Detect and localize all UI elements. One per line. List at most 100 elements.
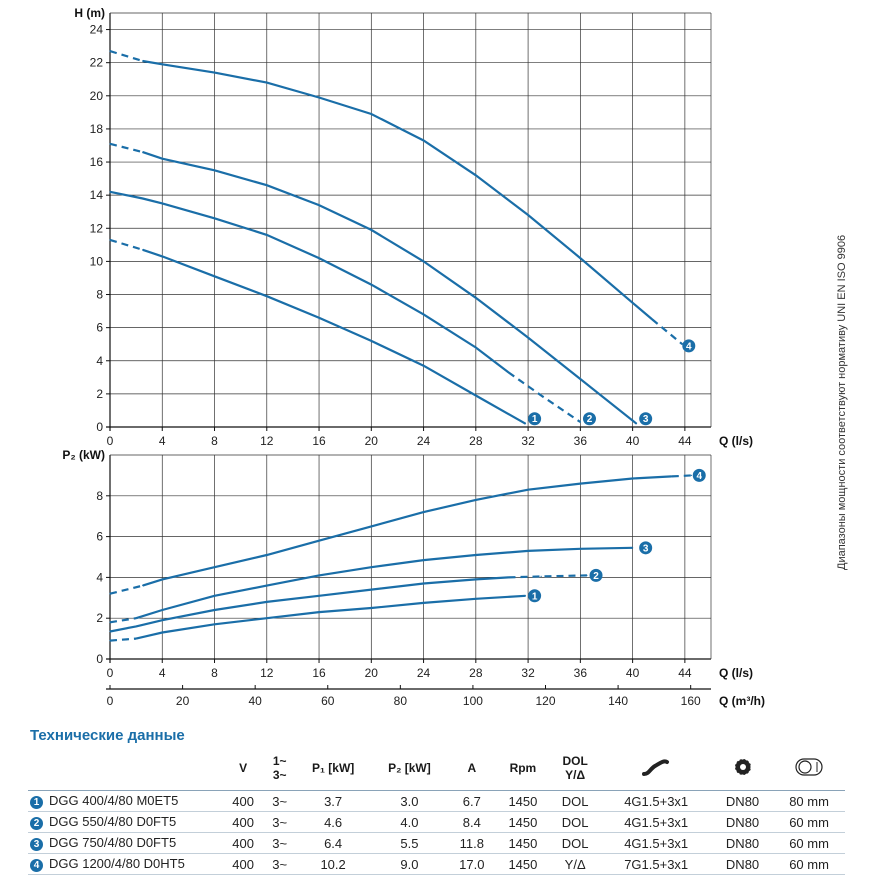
series-3 <box>109 142 638 425</box>
passage-icon <box>795 757 823 776</box>
data-point <box>475 174 477 176</box>
data-point <box>632 547 634 549</box>
passage-header <box>773 746 845 791</box>
x-axis-title: Q (l/s) <box>719 434 753 448</box>
y-tick-label: 8 <box>96 489 103 503</box>
curve-badge-label: 3 <box>643 543 649 554</box>
y-tick-label: 0 <box>96 420 103 434</box>
data-point <box>632 477 634 480</box>
rpm-cell: 1450 <box>495 790 550 812</box>
y-tick-label: 2 <box>96 387 103 401</box>
series-2 <box>109 574 588 633</box>
x-tick-label: 24 <box>417 666 431 680</box>
start-cell: Y/Δ <box>549 853 601 875</box>
p2-header: P₂ [kW] <box>371 746 448 791</box>
curve-badge-label: 4 <box>686 341 692 352</box>
x-tick-label: 20 <box>365 434 379 448</box>
passage-cell: 80 mm <box>773 790 845 812</box>
curve-badge <box>528 412 542 426</box>
series-line-dashed <box>671 474 692 478</box>
data-point <box>579 548 581 550</box>
phase-header-top: 1~ <box>272 754 287 768</box>
series-line-dashed <box>109 617 137 624</box>
dol-header-top: DOL <box>562 754 588 768</box>
curve-badge-label: 4 <box>696 471 702 482</box>
y-tick-label: 16 <box>90 155 104 169</box>
cable-cell: 4G1.5+3x1 <box>600 811 712 833</box>
data-point <box>527 550 529 552</box>
data-point <box>161 631 163 634</box>
cable-header <box>600 746 712 791</box>
data-point <box>475 297 477 299</box>
series-line <box>142 59 653 321</box>
data-point <box>540 575 542 577</box>
model-cell: 1 DGG 400/4/80 M0ET5 <box>28 790 222 812</box>
x-tick-label: 4 <box>159 666 166 680</box>
current-cell: 17.0 <box>447 853 496 875</box>
spec-row-1: 1 DGG 400/4/80 M0ET5 400 3~ 3.7 3.0 6.7 1… <box>28 790 845 812</box>
x-tick-label: 44 <box>678 666 692 680</box>
y-tick-label: 2 <box>96 611 103 625</box>
data-point <box>318 595 320 597</box>
curve-badge <box>639 412 653 426</box>
data-point <box>109 239 111 241</box>
data-point <box>161 619 163 621</box>
series-line-dashed <box>109 142 143 154</box>
y-tick-label: 14 <box>90 188 104 202</box>
data-point <box>318 96 320 99</box>
x2-tick-label: 80 <box>394 694 408 708</box>
flange-cell: DN80 <box>711 853 774 875</box>
start-cell: DOL <box>549 790 601 812</box>
data-point <box>422 602 425 604</box>
voltage-cell: 400 <box>222 853 265 875</box>
y-axis-title: H (m) <box>74 6 105 20</box>
data-point <box>135 617 137 619</box>
phase-cell: 3~ <box>264 790 296 812</box>
data-point <box>213 623 216 625</box>
curve-badge-label: 1 <box>532 414 538 425</box>
rpm-cell: 1450 <box>495 853 550 875</box>
p2-cell: 9.0 <box>371 853 448 875</box>
curve-badge <box>682 339 696 353</box>
data-point <box>318 204 320 206</box>
model-name: DGG 400/4/80 M0ET5 <box>49 793 179 809</box>
data-point <box>266 81 268 84</box>
current-cell: 8.4 <box>447 811 496 833</box>
model-badge: 1 <box>30 795 43 809</box>
data-point <box>527 336 529 339</box>
data-point <box>135 625 137 627</box>
data-point <box>318 317 320 319</box>
start-cell: DOL <box>549 811 601 833</box>
flange-cell: DN80 <box>711 832 774 854</box>
series-line-dashed <box>109 637 137 642</box>
x-tick-label: 36 <box>574 666 588 680</box>
spec-row-3: 3 DGG 750/4/80 D0FT5 400 3~ 6.4 5.5 11.8 … <box>28 832 845 854</box>
model-cell: 2 DGG 550/4/80 D0FT5 <box>28 811 222 833</box>
series-2 <box>109 190 581 423</box>
x-tick-label: 28 <box>469 666 483 680</box>
p1-cell: 10.2 <box>295 853 372 875</box>
x-tick-label: 12 <box>260 666 274 680</box>
model-badge: 3 <box>30 837 43 851</box>
data-point <box>524 595 527 597</box>
passage-cell: 60 mm <box>773 853 845 875</box>
series-line-dashed <box>508 574 587 579</box>
curve-badge-label: 2 <box>593 571 599 582</box>
x-tick-label: 4 <box>159 434 166 448</box>
curve-badge-label: 1 <box>532 591 538 602</box>
data-point <box>266 295 268 297</box>
data-point <box>632 302 634 304</box>
flange-cell: DN80 <box>711 790 774 812</box>
series-4 <box>109 474 693 595</box>
curve-badge <box>582 412 596 426</box>
y-tick-label: 24 <box>90 23 104 37</box>
passage-cell: 60 mm <box>773 811 845 833</box>
data-point <box>370 283 372 286</box>
series-line-dashed <box>109 50 144 63</box>
data-point <box>213 217 216 219</box>
data-point <box>475 499 477 501</box>
data-point <box>266 601 268 603</box>
curve-badge <box>639 541 653 555</box>
data-point <box>266 554 268 556</box>
data-point <box>579 378 581 380</box>
